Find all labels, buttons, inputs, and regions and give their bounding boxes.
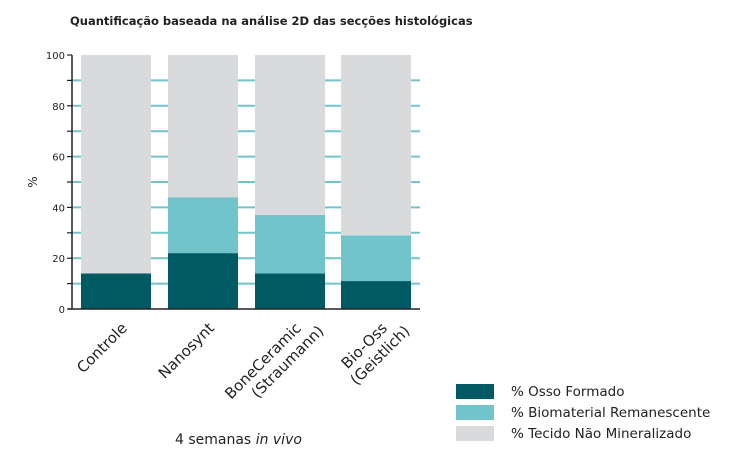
- x-axis-title-italic: in vivo: [255, 432, 302, 448]
- x-tick-label: Controle: [73, 319, 131, 377]
- legend: % Osso Formado % Biomaterial Remanescente…: [456, 381, 710, 444]
- legend-swatch: [456, 384, 494, 399]
- chart-title: Quantificação baseada na análise 2D das …: [70, 14, 473, 28]
- y-tick-label: 100: [46, 51, 65, 62]
- bar-segment: [255, 55, 325, 216]
- legend-label: % Osso Formado: [511, 383, 625, 400]
- bar-segment: [255, 215, 325, 274]
- bar-segment: [255, 273, 325, 309]
- y-tick-label: 40: [52, 203, 65, 214]
- bar-segment: [341, 281, 411, 309]
- y-axis-label: %: [26, 176, 40, 187]
- y-tick-label: 60: [52, 153, 65, 164]
- x-axis-title: 4 semanas in vivo: [175, 432, 302, 448]
- legend-item: % Biomaterial Remanescente: [456, 402, 710, 423]
- bar-segment: [168, 197, 238, 254]
- y-tick-label: 80: [52, 102, 65, 113]
- legend-label: % Tecido Não Mineralizado: [511, 425, 692, 442]
- bar-segment: [168, 55, 238, 198]
- legend-item: % Osso Formado: [456, 381, 710, 402]
- legend-swatch: [456, 426, 494, 441]
- legend-item: % Tecido Não Mineralizado: [456, 423, 710, 444]
- bar-segment: [341, 55, 411, 236]
- bar-segment: [81, 273, 151, 309]
- legend-label: % Biomaterial Remanescente: [511, 404, 711, 421]
- bar-segment: [81, 55, 151, 274]
- x-tick-label-line: Nanosynt: [155, 319, 218, 382]
- x-tick-label: Bio-Oss(Geistlich): [334, 309, 414, 389]
- bar-segment: [341, 235, 411, 282]
- y-tick-label: 20: [52, 254, 65, 265]
- x-tick-label-line: Controle: [73, 319, 131, 377]
- y-tick-label: 0: [59, 305, 65, 316]
- x-tick-label: Nanosynt: [155, 319, 218, 382]
- bar-segment: [168, 253, 238, 309]
- x-tick-label: BoneCeramic(Straumann): [221, 309, 327, 415]
- legend-swatch: [456, 405, 494, 420]
- x-axis-title-text: 4 semanas: [175, 432, 252, 448]
